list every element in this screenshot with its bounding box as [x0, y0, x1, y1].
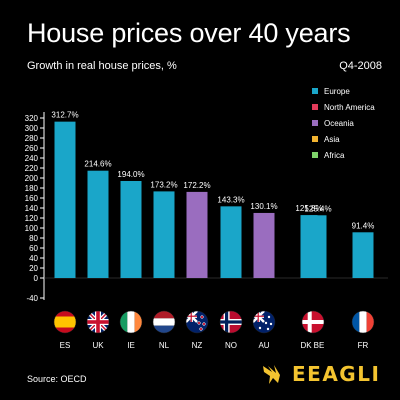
data-label: 214.6% [84, 160, 111, 169]
denmark-flag-icon [301, 310, 325, 334]
category-label: AU [258, 341, 269, 350]
norway-flag-icon [219, 310, 243, 334]
y-tick-label: 220 [25, 164, 39, 173]
y-tick-label: 260 [25, 144, 39, 153]
bar-au [253, 212, 275, 278]
bar-be [309, 215, 327, 278]
bar-es [54, 121, 76, 279]
y-tick-label: 320 [25, 114, 39, 123]
australia-flag-icon [252, 310, 276, 334]
y-tick-label: 120 [25, 214, 39, 223]
category-label: BE [314, 341, 325, 350]
category-label: NO [225, 341, 237, 350]
y-tick-label: 300 [25, 124, 39, 133]
category-label: NL [159, 341, 170, 350]
category-label: UK [92, 341, 104, 350]
y-tick-label: 140 [25, 204, 39, 213]
legend-swatch [312, 120, 318, 126]
y-tick-label: 180 [25, 184, 39, 193]
y-tick-label: 280 [25, 134, 39, 143]
y-tick-label: 20 [29, 264, 38, 273]
legend-label: Oceania [324, 118, 354, 128]
y-tick-label: 100 [25, 224, 39, 233]
new-zealand-flag-icon [185, 310, 209, 334]
spain-flag-icon [53, 310, 77, 334]
legend-swatch [312, 136, 318, 142]
data-label: 173.2% [150, 180, 177, 189]
ireland-flag-icon [119, 310, 143, 334]
data-label: 143.3% [217, 195, 244, 204]
brand-name: EEAGLI [292, 362, 381, 386]
legend-label: North America [324, 102, 375, 112]
data-label: 130.1% [250, 202, 277, 211]
data-label: 91.4% [352, 221, 375, 230]
data-label: 125.4% [304, 204, 331, 213]
period-label: Q4-2008 [339, 60, 382, 72]
legend-item: Africa [312, 147, 375, 163]
bar-nz [186, 191, 208, 278]
data-label: 125.8% [295, 204, 322, 213]
uk-flag-icon [86, 310, 110, 334]
y-tick-label: 80 [29, 234, 38, 243]
legend-label: Africa [324, 150, 345, 160]
data-label: 312.7% [51, 111, 78, 120]
source-note: Source: OECD [27, 374, 87, 384]
category-label: DK [300, 341, 312, 350]
bar-no [220, 206, 242, 278]
france-flag-icon [351, 310, 375, 334]
bar-uk [87, 170, 109, 278]
legend-item: North America [312, 99, 375, 115]
category-label: NZ [192, 341, 203, 350]
category-label: FR [358, 341, 369, 350]
chart-legend: Europe North America Oceania Asia Africa [312, 83, 375, 163]
page-title: House prices over 40 years [27, 18, 351, 48]
legend-swatch [312, 152, 318, 158]
y-tick-label: 200 [25, 174, 39, 183]
eagle-icon [263, 365, 280, 384]
y-tick-label: 0 [34, 274, 39, 283]
bar-nl [153, 191, 175, 278]
y-tick-label: -40 [26, 294, 38, 303]
legend-swatch [312, 104, 318, 110]
legend-item: Europe [312, 83, 375, 99]
bar-ie [120, 181, 142, 278]
bar-fr [352, 232, 374, 278]
category-label: ES [60, 341, 71, 350]
legend-item: Asia [312, 131, 375, 147]
legend-label: Europe [324, 86, 350, 96]
netherlands-flag-icon [152, 310, 176, 334]
legend-item: Oceania [312, 115, 375, 131]
legend-label: Asia [324, 134, 340, 144]
y-tick-label: 60 [29, 244, 38, 253]
y-tick-label: 160 [25, 194, 39, 203]
brand-logo: EEAGLI [262, 362, 380, 386]
data-label: 194.0% [117, 170, 144, 179]
data-label: 172.2% [183, 181, 210, 190]
category-label: IE [127, 341, 135, 350]
y-tick-label: 240 [25, 154, 39, 163]
legend-swatch [312, 88, 318, 94]
y-tick-label: 40 [29, 254, 38, 263]
chart-subtitle: Growth in real house prices, % [27, 60, 177, 72]
